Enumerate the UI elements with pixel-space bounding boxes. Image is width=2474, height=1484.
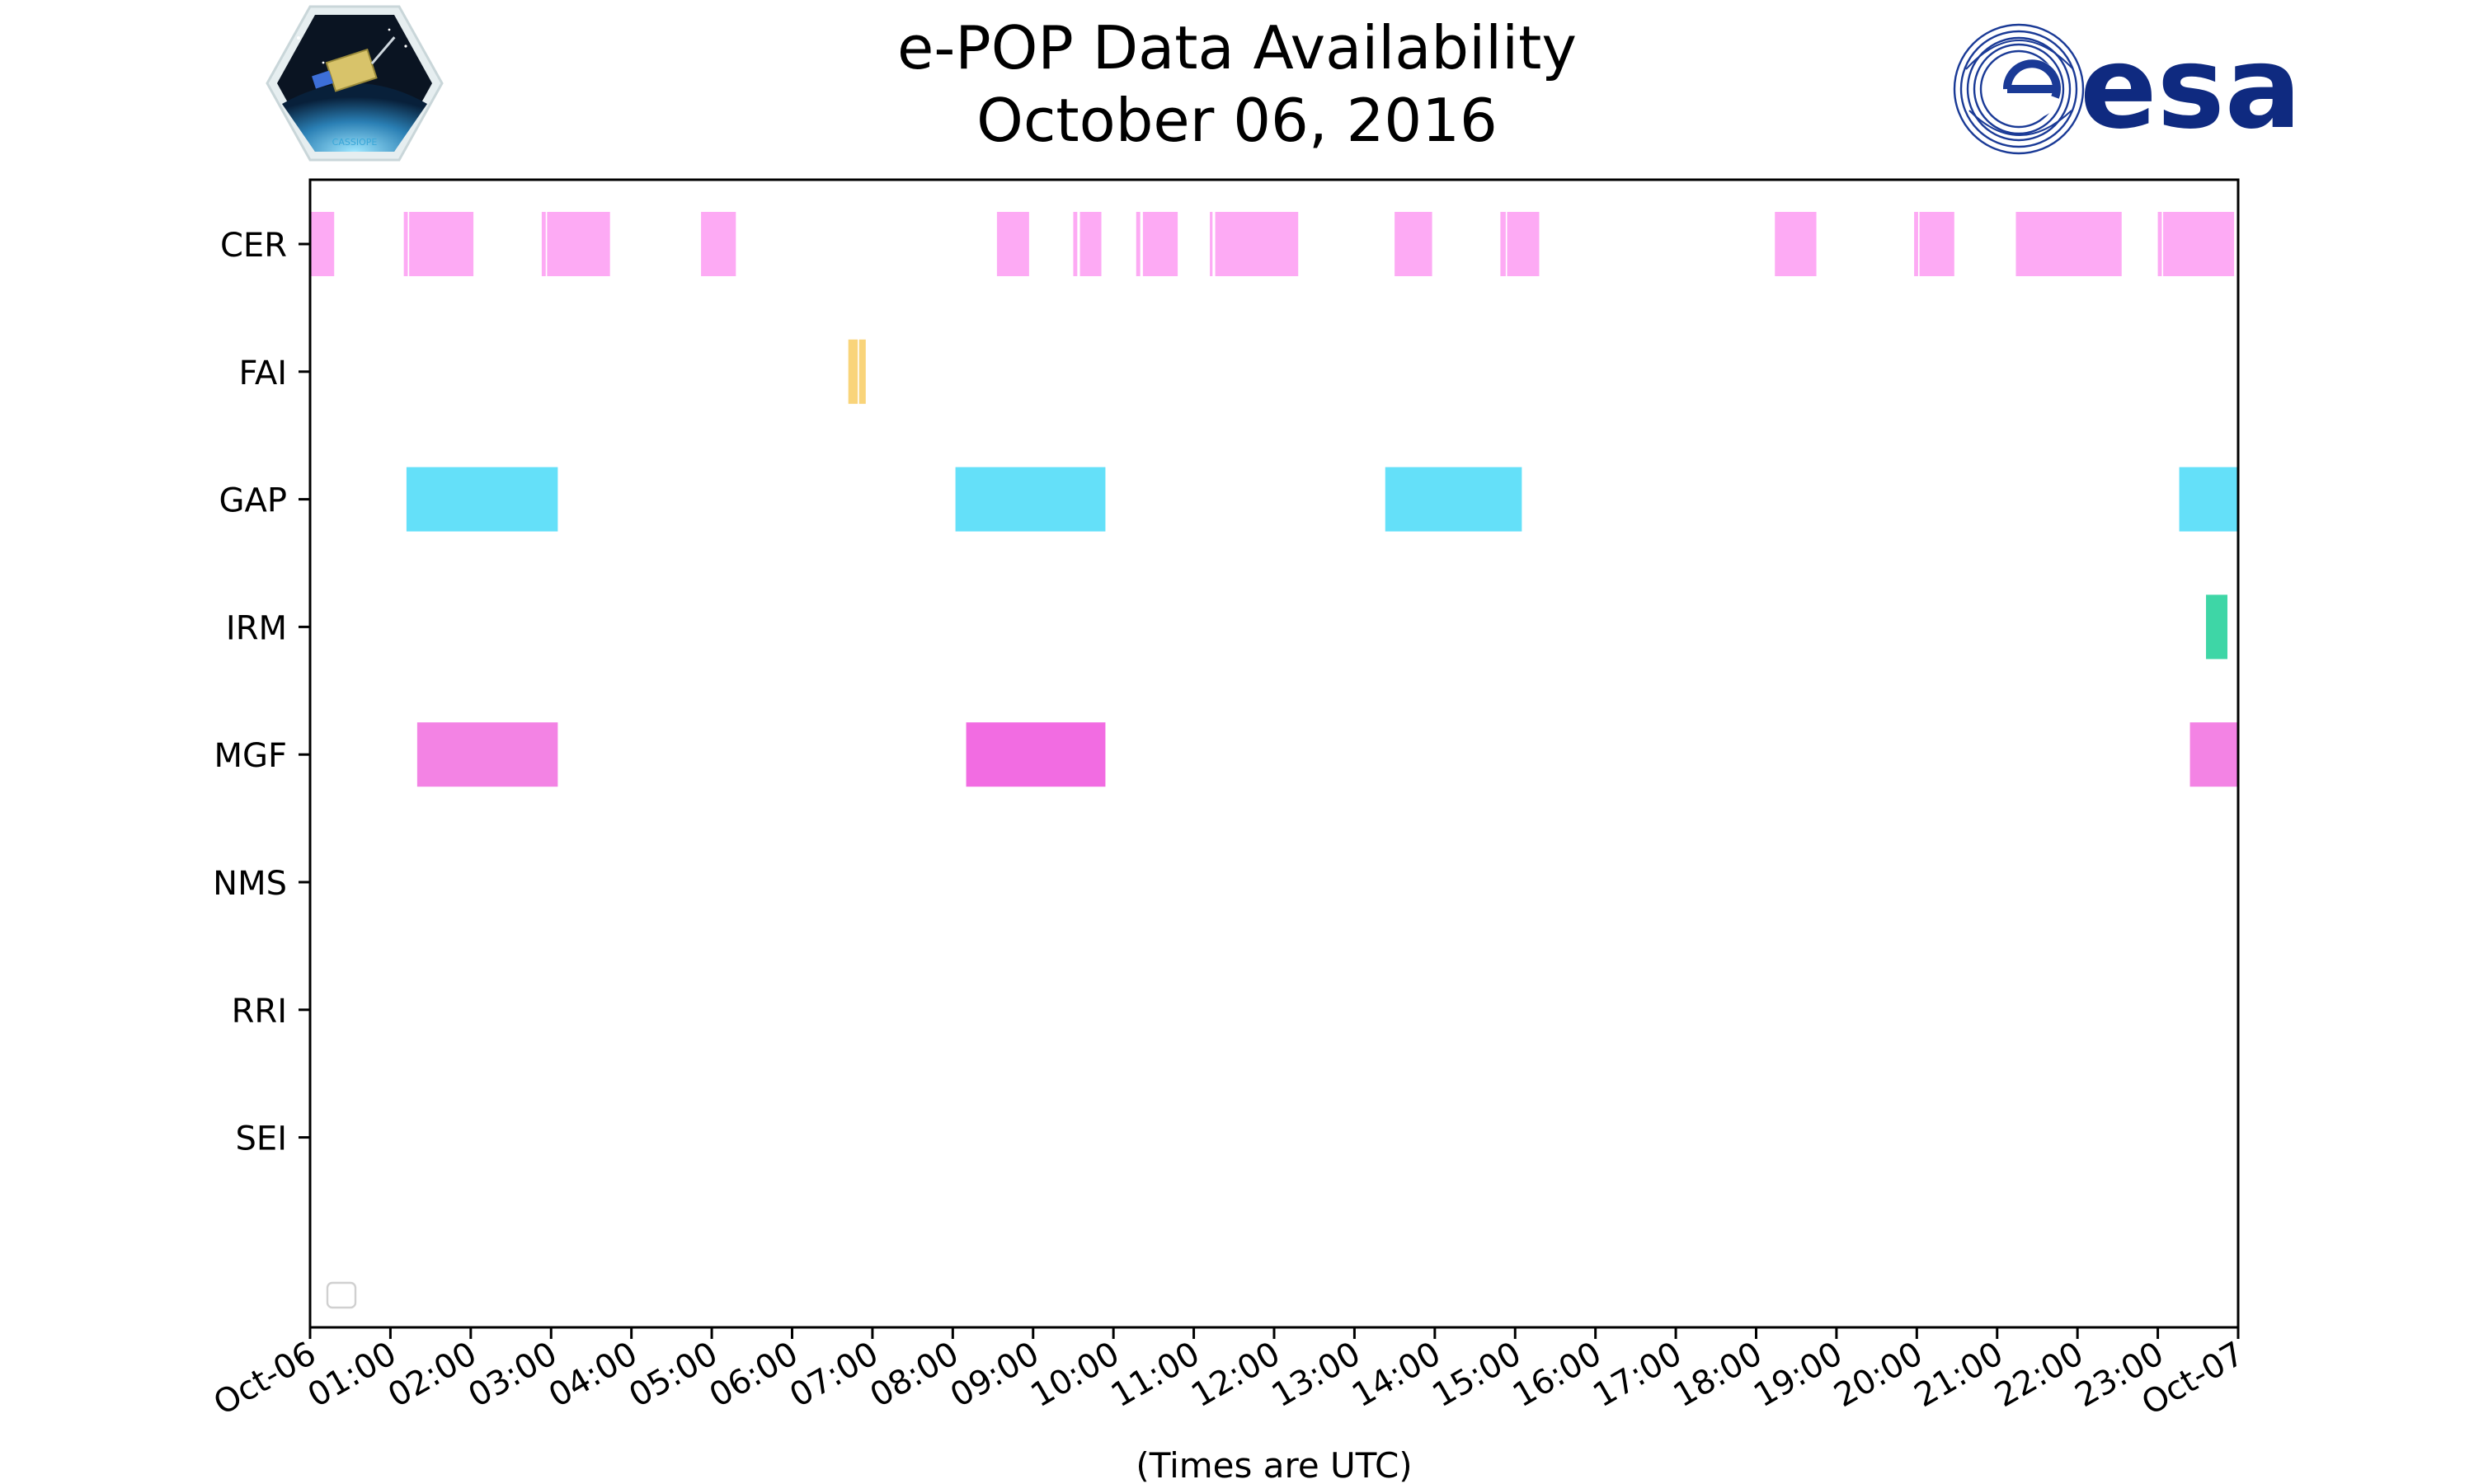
y-tick-label-sei: SEI xyxy=(236,1120,287,1158)
y-tick-label-cer: CER xyxy=(220,227,287,265)
bar-cer xyxy=(310,212,335,276)
bar-cer xyxy=(409,212,474,276)
esa-logo: esa xyxy=(1953,21,2302,155)
bar-cer xyxy=(1775,212,1817,276)
bar-cer xyxy=(1500,212,1506,276)
x-tick-label: 18:00 xyxy=(1667,1335,1769,1415)
y-tick-label-fai: FAI xyxy=(239,355,288,392)
x-tick-label: 03:00 xyxy=(462,1335,563,1415)
bar-cer xyxy=(1210,212,1213,276)
bar-gap xyxy=(955,467,1106,532)
y-axis: CER FAI GAP IRM MGF NMS RRI SEI xyxy=(213,227,310,1158)
chart-title-line1: e-POP Data Availability xyxy=(897,13,1577,82)
x-tick-label: 04:00 xyxy=(543,1335,644,1415)
y-tick-label-irm: IRM xyxy=(226,609,287,647)
cassiope-logo: CASSIOPE xyxy=(266,5,444,162)
x-tick-label: 20:00 xyxy=(1827,1335,1929,1415)
x-tick-label: Oct-06 xyxy=(208,1335,322,1423)
x-tick-label: 07:00 xyxy=(783,1335,885,1415)
bar-cer xyxy=(1507,212,1540,276)
chart-title: e-POP Data Availability October 06, 2016 xyxy=(0,12,2474,157)
bar-cer xyxy=(1395,212,1432,276)
x-tick-label: 16:00 xyxy=(1507,1335,1608,1415)
bar-cer xyxy=(1215,212,1299,276)
esa-logo-text: esa xyxy=(2080,21,2302,154)
x-tick-label: 10:00 xyxy=(1024,1335,1126,1415)
bar-cer xyxy=(541,212,546,276)
bar-cer xyxy=(1073,212,1078,276)
bar-mgf xyxy=(966,722,1106,787)
x-tick-label: 17:00 xyxy=(1587,1335,1688,1415)
x-tick-label: 02:00 xyxy=(382,1335,483,1415)
bar-gap xyxy=(1385,467,1522,532)
x-tick-label: 09:00 xyxy=(944,1335,1046,1415)
x-tick-label: 08:00 xyxy=(863,1335,965,1415)
y-tick-label-rri: RRI xyxy=(232,993,287,1031)
x-tick-label: 13:00 xyxy=(1266,1335,1367,1415)
bar-cer xyxy=(1919,212,1954,276)
bar-cer xyxy=(2015,212,2122,276)
bar-cer xyxy=(701,212,736,276)
x-tick-label: 21:00 xyxy=(1908,1335,2010,1415)
y-tick-label-nms: NMS xyxy=(213,865,287,903)
bar-cer xyxy=(1136,212,1141,276)
bar-cer xyxy=(1914,212,1918,276)
bar-mgf xyxy=(416,722,558,787)
bar-fai xyxy=(848,339,858,404)
x-axis-label: (Times are UTC) xyxy=(1136,1445,1412,1484)
bar-cer xyxy=(1142,212,1178,276)
x-tick-label: 14:00 xyxy=(1346,1335,1447,1415)
bar-gap xyxy=(2179,467,2238,532)
legend-box xyxy=(326,1281,357,1309)
chart-title-line2: October 06, 2016 xyxy=(976,86,1498,155)
bar-cer xyxy=(403,212,408,276)
bar-cer xyxy=(2163,212,2235,276)
x-tick-label: 05:00 xyxy=(623,1335,724,1415)
bar-mgf xyxy=(2189,722,2238,787)
bar-cer xyxy=(547,212,610,276)
x-tick-label: 06:00 xyxy=(703,1335,805,1415)
y-tick-label-mgf: MGF xyxy=(214,737,287,775)
bar-gap xyxy=(406,467,558,532)
bar-cer xyxy=(996,212,1029,276)
x-tick-label: 11:00 xyxy=(1105,1335,1206,1415)
bar-cer xyxy=(1079,212,1102,276)
x-tick-label: 01:00 xyxy=(302,1335,403,1415)
x-tick-label: 19:00 xyxy=(1747,1335,1849,1415)
y-tick-label-gap: GAP xyxy=(219,482,287,520)
cassiope-logo-text: CASSIOPE xyxy=(332,137,378,148)
bar-cer xyxy=(2157,212,2162,276)
plot-frame xyxy=(308,178,2240,1329)
x-axis: Oct-0601:0002:0003:0004:0005:0006:0007:0… xyxy=(208,1327,2251,1423)
x-tick-label: 15:00 xyxy=(1426,1335,1527,1415)
bars-layer xyxy=(310,212,2238,787)
x-tick-label: 12:00 xyxy=(1185,1335,1286,1415)
bar-irm xyxy=(2206,594,2228,660)
x-tick-label: 22:00 xyxy=(1988,1335,2090,1415)
bar-fai xyxy=(858,339,866,404)
